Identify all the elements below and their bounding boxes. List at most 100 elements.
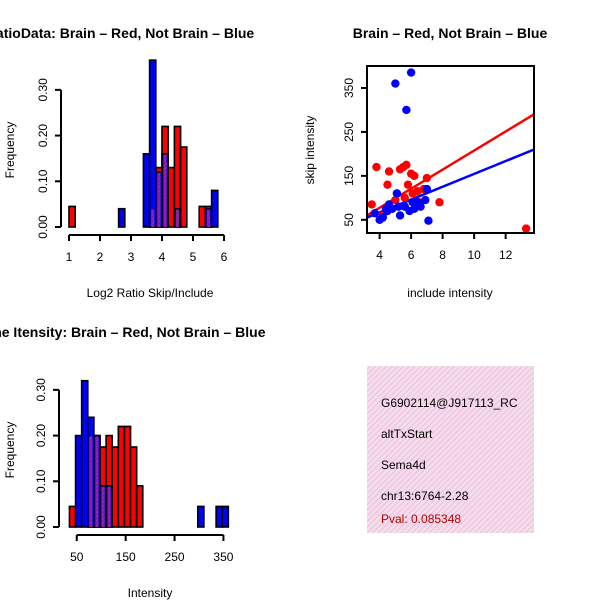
scatter-ylabel: skip intensity [303, 116, 317, 185]
gene-x-tick-label: 250 [165, 550, 185, 564]
scatter-notbrain-point [416, 202, 425, 211]
gene-x-tick-label: 50 [70, 550, 84, 564]
ratio-y-tick-label: 0.00 [36, 215, 50, 239]
ratio-notbrain-bar [117, 207, 126, 228]
ratio-xlabel: Log2 Ratio Skip/Include [87, 286, 214, 300]
gene-overlap-bar [101, 486, 105, 527]
scatter-x-tick-label: 12 [499, 248, 513, 262]
intensity-histogram: Gene Itensity: Brain – Red, Not Brain – … [0, 324, 266, 600]
ratio-x-tick-label: 2 [97, 250, 104, 264]
scatter-x-tick-label: 6 [408, 248, 415, 262]
scatter-y-tick-label: 150 [342, 166, 356, 186]
gene-brain-bar [111, 446, 120, 528]
scatter-plot-frame [366, 65, 535, 234]
scatter-y-tick-label: 350 [342, 78, 356, 98]
gene-y-tick-label: 0.30 [34, 378, 48, 402]
gene-y-tick-label: 0.10 [34, 469, 48, 493]
ratio-y-tick-label: 0.10 [36, 169, 50, 193]
gene-overlap-bar [89, 436, 93, 527]
scatter-x-tick-label: 4 [376, 248, 383, 262]
scatter-xlabel: include intensity [407, 286, 492, 300]
gene-y-tick-label: 0.20 [34, 424, 48, 448]
scatter-notbrain-point [394, 202, 403, 211]
ratio-brain-bar [179, 146, 188, 228]
scatter-brain-point [521, 224, 531, 233]
gene-y-tick-label: 0.00 [34, 515, 48, 539]
scatter-brain-point [372, 162, 381, 172]
ratio-x-tick-label: 5 [190, 250, 197, 264]
gene-brain-bar [135, 485, 144, 528]
gene-x-tick-label: 350 [213, 550, 233, 564]
scatter-brain-point [410, 171, 419, 181]
gene-notbrain-bar [74, 434, 83, 528]
ratio-brain-bar [68, 205, 76, 228]
gene-ylabel: Frequency [3, 422, 17, 479]
info-panel: G6902114@J917113_RC altTxStart Sema4d ch… [367, 366, 534, 533]
ratio-x-tick-label: 6 [221, 250, 228, 264]
ratio-notbrain-bar [148, 59, 157, 228]
gene-brain-bar [117, 425, 126, 528]
info-box-background [367, 366, 534, 533]
scatter-notbrain-point [388, 204, 397, 214]
scatter-brain-point [435, 198, 444, 207]
scatter-notbrain-point [406, 68, 416, 77]
gene-overlap-bar [95, 436, 99, 527]
gene-overlap-bar [107, 486, 111, 527]
ratio-overlap-bar [206, 209, 211, 227]
gene-xlabel: Intensity [128, 586, 173, 600]
gene-brain-bar [123, 425, 132, 528]
ratio-x-tick-label: 1 [66, 250, 73, 264]
scatter-x-tick-label: 8 [439, 248, 446, 262]
info-pval: Pval: 0.085348 [381, 512, 461, 526]
scatter-brain-point [384, 167, 394, 176]
gene-notbrain-bar [215, 505, 224, 528]
ratio-notbrain-bar [142, 153, 151, 228]
scatter-notbrain-point [422, 184, 432, 194]
info-probe-id: G6902114@J917113_RC [381, 396, 518, 410]
ratio-ylabel: Frequency [3, 122, 17, 179]
scatter-brain-point [413, 187, 422, 196]
ratio-x-tick-label: 4 [159, 250, 166, 264]
scatter-notbrain-point [402, 105, 411, 115]
intensity-scatter: Brain – Red, Not Brain – Blue include in… [303, 25, 547, 300]
gene-x-tick-label: 150 [116, 550, 136, 564]
ratio-overlap-bar [175, 209, 180, 227]
gene-notbrain-bar [80, 379, 89, 528]
scatter-notbrain-point [378, 213, 387, 222]
ratio-notbrain-bar [210, 189, 219, 228]
scatter-brain-point [367, 200, 376, 209]
scatter-brain-point [391, 195, 400, 205]
ratio-y-tick-label: 0.20 [36, 124, 50, 148]
scatter-y-tick-label: 250 [342, 122, 356, 142]
ratio-histogram: RatioData: Brain – Red, Not Brain – Blue… [0, 25, 254, 300]
scatter-notbrain-point [410, 204, 419, 214]
gene-brain-bar [68, 505, 77, 528]
ratio-overlap-bar [151, 209, 155, 227]
scatter-brain-point [422, 173, 432, 183]
gene-title: Gene Itensity: Brain – Red, Not Brain – … [0, 324, 266, 340]
info-gene-name: Sema4d [381, 458, 426, 472]
scatter-notbrain-point [370, 209, 380, 218]
gene-notbrain-bar [196, 505, 205, 528]
ratio-y-tick-label: 0.30 [36, 78, 50, 102]
scatter-brain-point [400, 193, 410, 203]
scatter-notbrain-point [391, 79, 400, 88]
info-event-type: altTxStart [381, 427, 433, 441]
ratio-overlap-bar [163, 154, 167, 227]
gene-brain-bar [129, 446, 138, 528]
scatter-x-tick-label: 10 [467, 248, 481, 262]
scatter-title: Brain – Red, Not Brain – Blue [353, 25, 548, 41]
ratio-brain-bar [198, 205, 207, 228]
scatter-notbrain-point [421, 195, 430, 205]
scatter-brain-point [383, 180, 392, 189]
scatter-notbrain-point [395, 211, 405, 220]
scatter-brain-point [403, 180, 413, 189]
scatter-notbrain-point [392, 189, 402, 198]
ratio-overlap-bar [157, 173, 161, 227]
scatter-brain-point [402, 160, 411, 170]
scatter-y-tick-label: 50 [342, 213, 356, 227]
info-location: chr13:6764-2.28 [381, 489, 469, 503]
ratio-brain-bar [167, 166, 176, 228]
ratio-x-tick-label: 3 [128, 250, 135, 264]
